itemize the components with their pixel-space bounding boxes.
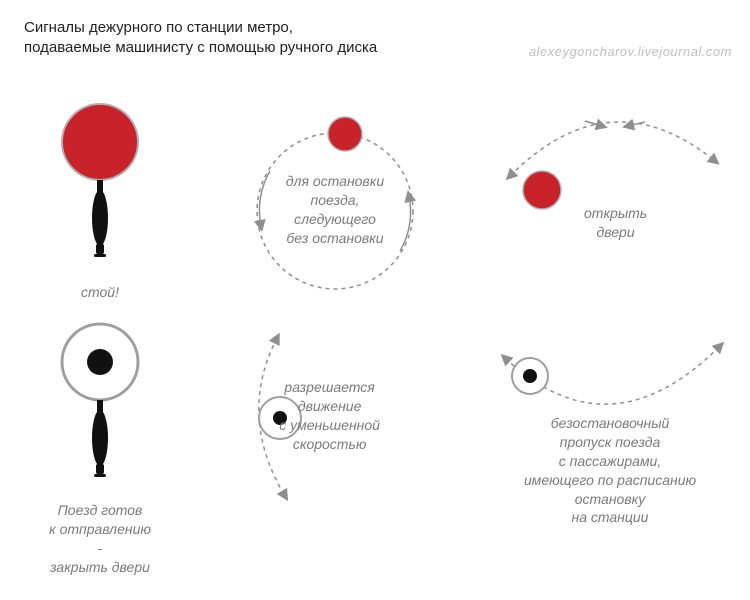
watermark: alexeygoncharov.livejournal.com [529,44,732,59]
motion-arc-up-icon [480,96,740,276]
signal-grid: стой! для остановкипоезда,следующегобез … [0,96,750,600]
caption-open-doors: открытьдвери [546,204,686,242]
caption-stop-running: для остановкипоезда,следующегобез остано… [245,172,425,248]
paddle-red-icon [40,96,160,271]
signal-ready-close: Поезд готовк отправлению-закрыть двери [0,316,200,596]
signal-open-doors: открытьдвери [470,96,750,316]
title-line2: подаваемые машинисту с помощью ручного д… [24,39,377,56]
title-line1: Сигналы дежурного по станции метро, [24,19,293,36]
signal-stop-running: для остановкипоезда,следующегобез остано… [200,96,470,316]
signal-slow: разрешаетсядвижениес уменьшеннойскорость… [200,316,470,596]
caption-slow: разрешаетсядвижениес уменьшеннойскорость… [240,378,420,454]
paddle-white-icon [40,316,160,491]
signal-stop: стой! [0,96,200,316]
caption-stop: стой! [81,283,119,302]
caption-ready-close: Поезд готовк отправлению-закрыть двери [49,501,151,577]
signal-nonstop-pass: безостановочныйпропуск поездас пассажира… [470,316,750,596]
caption-nonstop-pass: безостановочныйпропуск поездас пассажира… [500,414,720,527]
